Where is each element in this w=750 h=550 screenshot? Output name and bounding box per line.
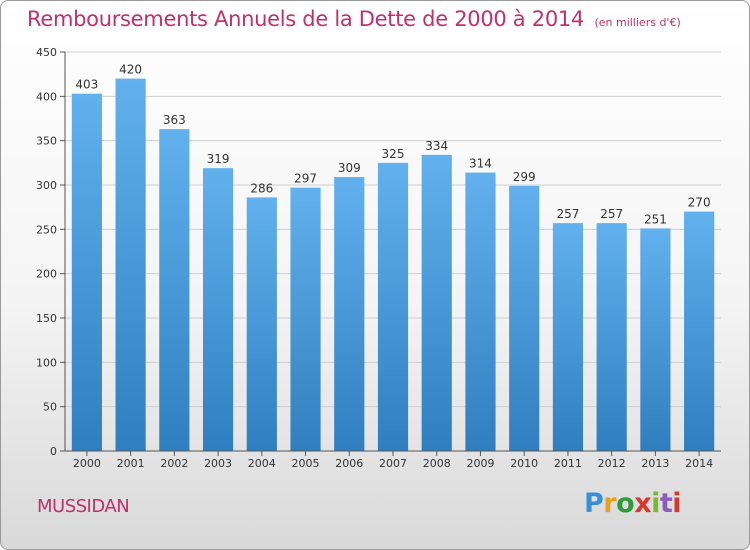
x-tick-label: 2002 [160,457,188,470]
y-tick-label: 200 [36,268,57,281]
data-labels: 403 420 363 319 286 297 309 325 334 314 299 257 257 2… [75,63,710,227]
bar [640,228,671,451]
data-label: 403 [75,78,98,92]
bar [465,172,496,451]
data-label: 297 [294,172,317,186]
y-tick-label: 450 [36,46,57,59]
data-label: 325 [382,147,405,161]
bar [596,223,627,451]
bar [115,78,146,451]
x-tick-label: 2008 [423,457,451,470]
data-label: 299 [513,170,536,184]
bar [246,197,277,451]
brand-logo: Proxiti [584,488,682,519]
x-axis-ticks: 2000 2001 2002 2003 2004 2005 2006 2007 2008 2009… [73,451,713,470]
bar [334,177,365,451]
data-label: 257 [600,207,623,221]
brand-letter: P [584,488,604,519]
chart-subtitle: (en milliers d'€) [594,16,681,29]
brand-letter: t [659,488,673,519]
chart-title: Remboursements Annuels de la Dette de 20… [27,7,584,31]
x-tick-label: 2013 [641,457,669,470]
bars [71,78,715,452]
bar [421,154,452,451]
data-label: 314 [469,157,492,171]
data-label: 257 [556,207,579,221]
y-tick-label: 150 [36,312,57,325]
brand-letter: r [603,488,617,519]
data-label: 363 [163,113,186,127]
y-tick-label: 250 [36,223,57,236]
y-tick-label: 400 [36,90,57,103]
data-label: 251 [644,212,667,226]
x-tick-label: 2000 [73,457,101,470]
x-tick-label: 2005 [292,457,320,470]
y-tick-label: 0 [50,445,57,458]
title-row: Remboursements Annuels de la Dette de 20… [27,7,681,31]
x-tick-label: 2011 [554,457,582,470]
bar [71,93,102,451]
y-tick-label: 300 [36,179,57,192]
y-tick-label: 50 [43,401,57,414]
bar [159,129,190,451]
data-label: 420 [119,63,142,77]
data-label: 334 [425,139,448,153]
data-label: 319 [207,152,230,166]
x-tick-label: 2012 [598,457,626,470]
x-tick-label: 2004 [248,457,276,470]
y-tick-label: 350 [36,135,57,148]
x-tick-label: 2001 [117,457,145,470]
data-label: 270 [688,196,711,210]
x-tick-label: 2009 [466,457,494,470]
x-tick-label: 2007 [379,457,407,470]
brand-letter: x [634,488,652,519]
bar [552,223,584,451]
bar [509,185,540,452]
bar [202,168,234,452]
x-tick-label: 2014 [685,457,713,470]
x-tick-label: 2010 [510,457,538,470]
x-tick-label: 2006 [335,457,363,470]
brand-letter: o [616,488,635,519]
x-tick-label: 2003 [204,457,232,470]
brand-letter: i [651,488,660,519]
y-axis-ticks: 0 50 100 150 200 250 300 350 400 450 [36,46,65,458]
y-tick-label: 100 [36,356,57,369]
data-label: 286 [250,181,273,195]
bar [377,162,409,452]
bar [290,187,321,451]
data-label: 309 [338,161,361,175]
brand-letter: i [672,488,682,519]
city-name: MUSSIDAN [37,496,130,517]
bar [684,211,715,451]
axes [64,52,721,452]
